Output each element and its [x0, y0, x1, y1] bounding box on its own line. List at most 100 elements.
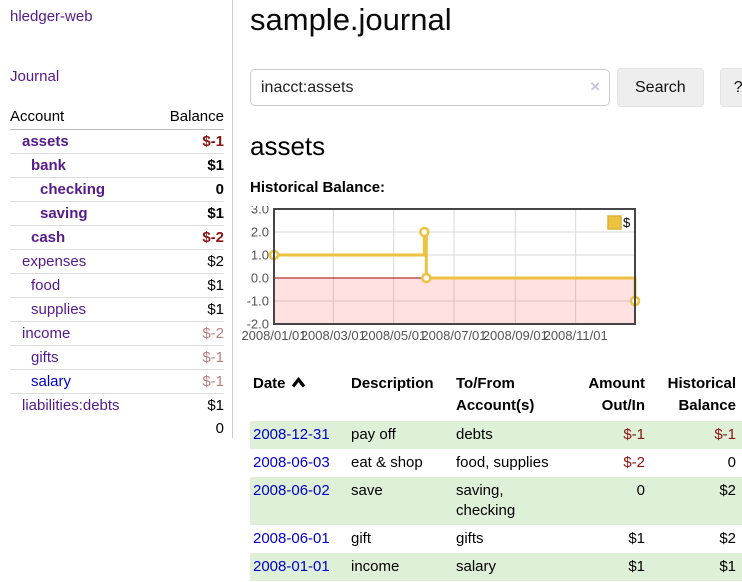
transaction-amount: 0	[563, 477, 648, 525]
help-button[interactable]: ?	[719, 68, 742, 107]
main-content: sample.journal × Search ? assets Histori…	[233, 0, 742, 582]
register-row: 2008-01-01 income salary $1 $1	[250, 553, 742, 581]
account-link-expenses[interactable]: expenses	[22, 253, 87, 270]
transaction-date-link[interactable]: 2008-06-02	[253, 482, 330, 499]
svg-text:0.0: 0.0	[251, 271, 269, 286]
transaction-accounts: saving, checking	[453, 477, 563, 525]
account-row-cash: cash $-2	[10, 225, 224, 250]
sidebar: hledger-web Journal Account Balance asse…	[0, 0, 233, 438]
transaction-date-link[interactable]: 2008-06-01	[253, 530, 330, 547]
register-row: 2008-06-02 save saving, checking 0 $2	[250, 477, 742, 525]
transaction-description: eat & shop	[351, 454, 423, 471]
balance-column-header: Balance	[153, 105, 224, 130]
account-row-salary: salary $-1	[10, 369, 224, 394]
account-link-cash[interactable]: cash	[31, 229, 66, 246]
account-balance-income: $-2	[153, 321, 224, 346]
account-link-liabilities-debts[interactable]: liabilities:debts	[22, 397, 120, 414]
transaction-description: income	[348, 553, 453, 581]
sidebar-item-journal[interactable]: Journal	[10, 68, 60, 85]
account-balance-saving: $1	[153, 201, 224, 226]
transaction-balance: $2	[648, 477, 742, 525]
account-row-bank: bank $1	[10, 153, 224, 178]
search-input-wrap: ×	[250, 69, 610, 106]
account-balance-checking: 0	[153, 177, 224, 202]
date-column-header[interactable]: Date	[250, 371, 348, 421]
svg-text:2008/01/01: 2008/01/01	[241, 328, 306, 343]
historical-balance-chart: $3.0 2.0 1.0 0.0 -1.0 -2.0 2008/01/01 2008/03/0…	[240, 202, 742, 350]
chart-svg: $3.0 2.0 1.0 0.0 -1.0 -2.02008/01/012008/03/0…	[241, 202, 641, 343]
transaction-date-link[interactable]: 2008-12-31	[253, 426, 330, 443]
svg-text:2008/09/01: 2008/09/01	[483, 328, 548, 343]
register-row: 2008-12-31 pay off debts $-1 $-1	[250, 421, 742, 449]
account-balance-food: $1	[153, 273, 224, 298]
svg-text:2008/07/01: 2008/07/01	[421, 328, 486, 343]
search-input[interactable]	[250, 69, 610, 106]
transaction-accounts: food, supplies	[456, 454, 549, 471]
account-row-saving: saving $1	[10, 201, 224, 226]
account-row-assets: assets $-1	[10, 130, 224, 154]
account-link-income[interactable]: income	[22, 325, 71, 342]
register-row: 2008-06-03 eat & shop food, supplies $-2 0	[250, 449, 742, 477]
clear-search-icon[interactable]: ×	[590, 77, 600, 96]
transaction-description: pay off	[348, 421, 453, 449]
transaction-amount: $-1	[563, 421, 648, 449]
account-balance-cash: $-2	[153, 225, 224, 250]
account-row-supplies: supplies $1	[10, 297, 224, 322]
transaction-description: gift	[351, 530, 372, 547]
accounts-total-balance: 0	[215, 420, 224, 437]
app-title-link[interactable]: hledger-web	[10, 8, 93, 25]
account-link-checking[interactable]: checking	[40, 181, 106, 198]
account-link-salary[interactable]: salary	[31, 373, 72, 390]
account-balance-assets: $-1	[202, 133, 224, 150]
description-column-header: Description	[351, 375, 434, 392]
svg-text:-2.0: -2.0	[247, 317, 269, 332]
account-balance-supplies: $1	[153, 297, 224, 322]
transaction-balance: $-1	[648, 421, 742, 449]
account-row-liabilities-debts: liabilities:debts $1	[10, 393, 224, 417]
transaction-accounts: gifts	[456, 530, 484, 547]
account-link-supplies[interactable]: supplies	[31, 301, 87, 318]
transaction-description: save	[348, 477, 453, 525]
register-table: Date Description To/From Account(s) Amou…	[250, 371, 742, 581]
account-link-bank[interactable]: bank	[31, 157, 67, 174]
account-heading: assets	[250, 131, 326, 161]
transaction-amount: $-2	[623, 454, 645, 471]
account-link-food[interactable]: food	[31, 277, 61, 294]
svg-text:2.0: 2.0	[251, 225, 269, 240]
amount-column-header: Amount Out/In	[588, 375, 645, 414]
account-balance-expenses: $2	[153, 249, 224, 274]
sort-ascending-icon	[291, 376, 305, 388]
account-row-food: food $1	[10, 273, 224, 298]
svg-text:$: $	[623, 215, 631, 230]
transaction-balance: $2	[719, 530, 736, 547]
transaction-balance: $1	[648, 553, 742, 581]
accounts-table: Account Balance assets $-1 bank $1 checking 0…	[10, 105, 224, 440]
transaction-accounts: debts	[453, 421, 563, 449]
transaction-amount: $1	[563, 553, 648, 581]
svg-text:2008/11/01: 2008/11/01	[544, 328, 608, 343]
account-row-income: income $-2	[10, 321, 224, 346]
account-link-assets[interactable]: assets	[22, 133, 69, 150]
account-column-header: Account	[10, 105, 154, 130]
account-row-gifts: gifts $-1	[10, 345, 224, 370]
transaction-date-link[interactable]: 2008-06-03	[253, 454, 330, 471]
accounts-total-row: 0	[10, 417, 224, 440]
account-row-expenses: expenses $2	[10, 249, 224, 274]
account-balance-salary: $-1	[153, 369, 224, 394]
search-button[interactable]: Search	[617, 68, 704, 107]
page-title: sample.journal	[250, 2, 452, 37]
account-balance-liabilities-debts: $1	[153, 393, 224, 417]
transaction-date-link[interactable]: 2008-01-01	[253, 558, 330, 575]
balance-column-header-register: Historical Balance	[667, 375, 736, 414]
account-row-checking: checking 0	[10, 177, 224, 202]
accounts-header-row: Account Balance	[10, 105, 224, 130]
transaction-accounts: salary	[453, 553, 563, 581]
account-link-saving[interactable]: saving	[40, 205, 88, 222]
svg-text:2008/05/01: 2008/05/01	[361, 328, 426, 343]
accounts-column-header: To/From Account(s)	[456, 375, 535, 414]
svg-text:1.0: 1.0	[251, 248, 269, 263]
account-link-gifts[interactable]: gifts	[31, 349, 59, 366]
account-balance-gifts: $-1	[153, 345, 224, 370]
svg-text:-1.0: -1.0	[247, 294, 269, 309]
transaction-amount: $1	[628, 530, 645, 547]
